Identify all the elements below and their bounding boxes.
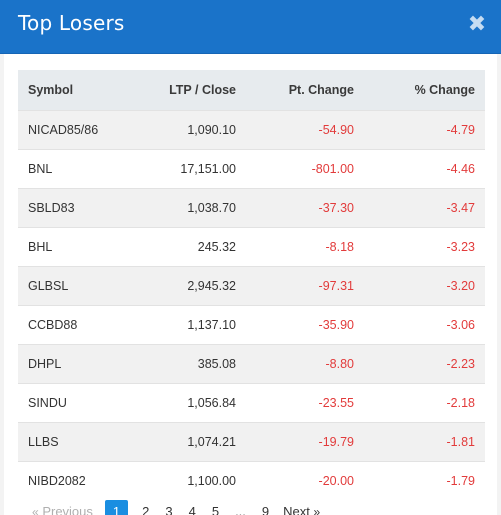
close-icon[interactable]: ✖ [467, 12, 487, 37]
cell-ltp: 245.32 [197, 239, 236, 254]
table-row[interactable]: NIBD2082 1,100.00 -20.00 -1.79 [18, 461, 485, 500]
losers-table: Symbol LTP / Close Pt. Change % Change N… [18, 70, 485, 500]
header-symbol[interactable]: Symbol [28, 82, 74, 97]
cell-pt-change: -19.79 [318, 434, 354, 449]
cell-pct-change: -3.20 [446, 278, 476, 293]
cell-symbol[interactable]: SINDU [28, 395, 67, 410]
cell-symbol[interactable]: LLBS [28, 434, 59, 449]
header-pt-change[interactable]: Pt. Change [288, 82, 354, 97]
cell-ltp: 1,090.10 [187, 122, 236, 137]
cell-symbol[interactable]: BHL [28, 239, 53, 254]
cell-ltp: 1,137.10 [187, 317, 236, 332]
cell-pct-change: -1.79 [446, 473, 476, 488]
table-row[interactable]: NICAD85/86 1,090.10 -54.90 -4.79 [18, 110, 485, 149]
table-row[interactable]: BNL 17,151.00 -801.00 -4.46 [18, 149, 485, 188]
table-row[interactable]: GLBSL 2,945.32 -97.31 -3.20 [18, 266, 485, 305]
modal-title: Top Losers [18, 11, 125, 35]
table-row[interactable]: SINDU 1,056.84 -23.55 -2.18 [18, 383, 485, 422]
cell-symbol[interactable]: SBLD83 [28, 200, 75, 215]
page-button-4[interactable]: 4 [188, 504, 196, 515]
cell-pt-change: -54.90 [318, 122, 354, 137]
page-button-9[interactable]: 9 [261, 504, 270, 515]
previous-label: Previous [42, 504, 93, 515]
cell-ltp: 17,151.00 [180, 161, 236, 176]
page-button-5[interactable]: 5 [211, 504, 220, 515]
cell-pct-change: -2.23 [446, 356, 476, 371]
previous-page-button[interactable]: « Previous [26, 500, 99, 515]
cell-pct-change: -3.23 [446, 239, 476, 254]
pagination: « Previous 1 2 3 4 5 ... 9 Next » [26, 499, 326, 515]
page-button-3[interactable]: 3 [165, 504, 173, 515]
table-row[interactable]: SBLD83 1,038.70 -37.30 -3.47 [18, 188, 485, 227]
next-page-button[interactable]: Next » [277, 500, 326, 515]
cell-ltp: 2,945.32 [187, 278, 236, 293]
cell-pt-change: -801.00 [311, 161, 354, 176]
cell-pt-change: -23.55 [318, 395, 354, 410]
table-header-row: Symbol LTP / Close Pt. Change % Change [18, 70, 485, 110]
next-arrow-icon: » [313, 505, 321, 515]
header-ltp[interactable]: LTP / Close [169, 82, 236, 97]
modal-header: Top Losers ✖ [0, 0, 501, 54]
cell-symbol[interactable]: CCBD88 [28, 317, 78, 332]
cell-pct-change: -3.06 [446, 317, 476, 332]
cell-pct-change: -4.46 [446, 161, 476, 176]
header-pct-change[interactable]: % Change [414, 82, 475, 97]
cell-symbol[interactable]: DHPL [28, 356, 62, 371]
table-row[interactable]: DHPL 385.08 -8.80 -2.23 [18, 344, 485, 383]
cell-symbol[interactable]: GLBSL [28, 278, 69, 293]
cell-pct-change: -4.79 [446, 122, 476, 137]
cell-symbol[interactable]: BNL [28, 161, 53, 176]
page-button-1[interactable]: 1 [104, 500, 129, 515]
table-row[interactable]: LLBS 1,074.21 -19.79 -1.81 [18, 422, 485, 461]
modal-body: Symbol LTP / Close Pt. Change % Change N… [0, 54, 501, 515]
cell-ltp: 1,056.84 [187, 395, 236, 410]
cell-pt-change: -8.18 [325, 239, 355, 254]
page-button-2[interactable]: 2 [142, 504, 150, 515]
cell-pt-change: -20.00 [318, 473, 354, 488]
cell-pt-change: -97.31 [318, 278, 354, 293]
table-row[interactable]: CCBD88 1,137.10 -35.90 -3.06 [18, 305, 485, 344]
cell-pt-change: -8.80 [325, 356, 355, 371]
cell-pct-change: -2.18 [446, 395, 476, 410]
prev-arrow-icon: « [32, 505, 39, 515]
cell-pt-change: -37.30 [318, 200, 354, 215]
cell-symbol[interactable]: NICAD85/86 [28, 122, 99, 137]
cell-pt-change: -35.90 [318, 317, 354, 332]
cell-ltp: 1,074.21 [187, 434, 236, 449]
cell-pct-change: -1.81 [446, 434, 476, 449]
next-label: Next [283, 504, 310, 515]
cell-ltp: 1,038.70 [187, 200, 236, 215]
page-ellipsis: ... [235, 504, 246, 515]
table-row[interactable]: BHL 245.32 -8.18 -3.23 [18, 227, 485, 266]
cell-ltp: 1,100.00 [187, 473, 236, 488]
cell-pct-change: -3.47 [446, 200, 476, 215]
cell-ltp: 385.08 [197, 356, 236, 371]
cell-symbol[interactable]: NIBD2082 [28, 473, 86, 488]
